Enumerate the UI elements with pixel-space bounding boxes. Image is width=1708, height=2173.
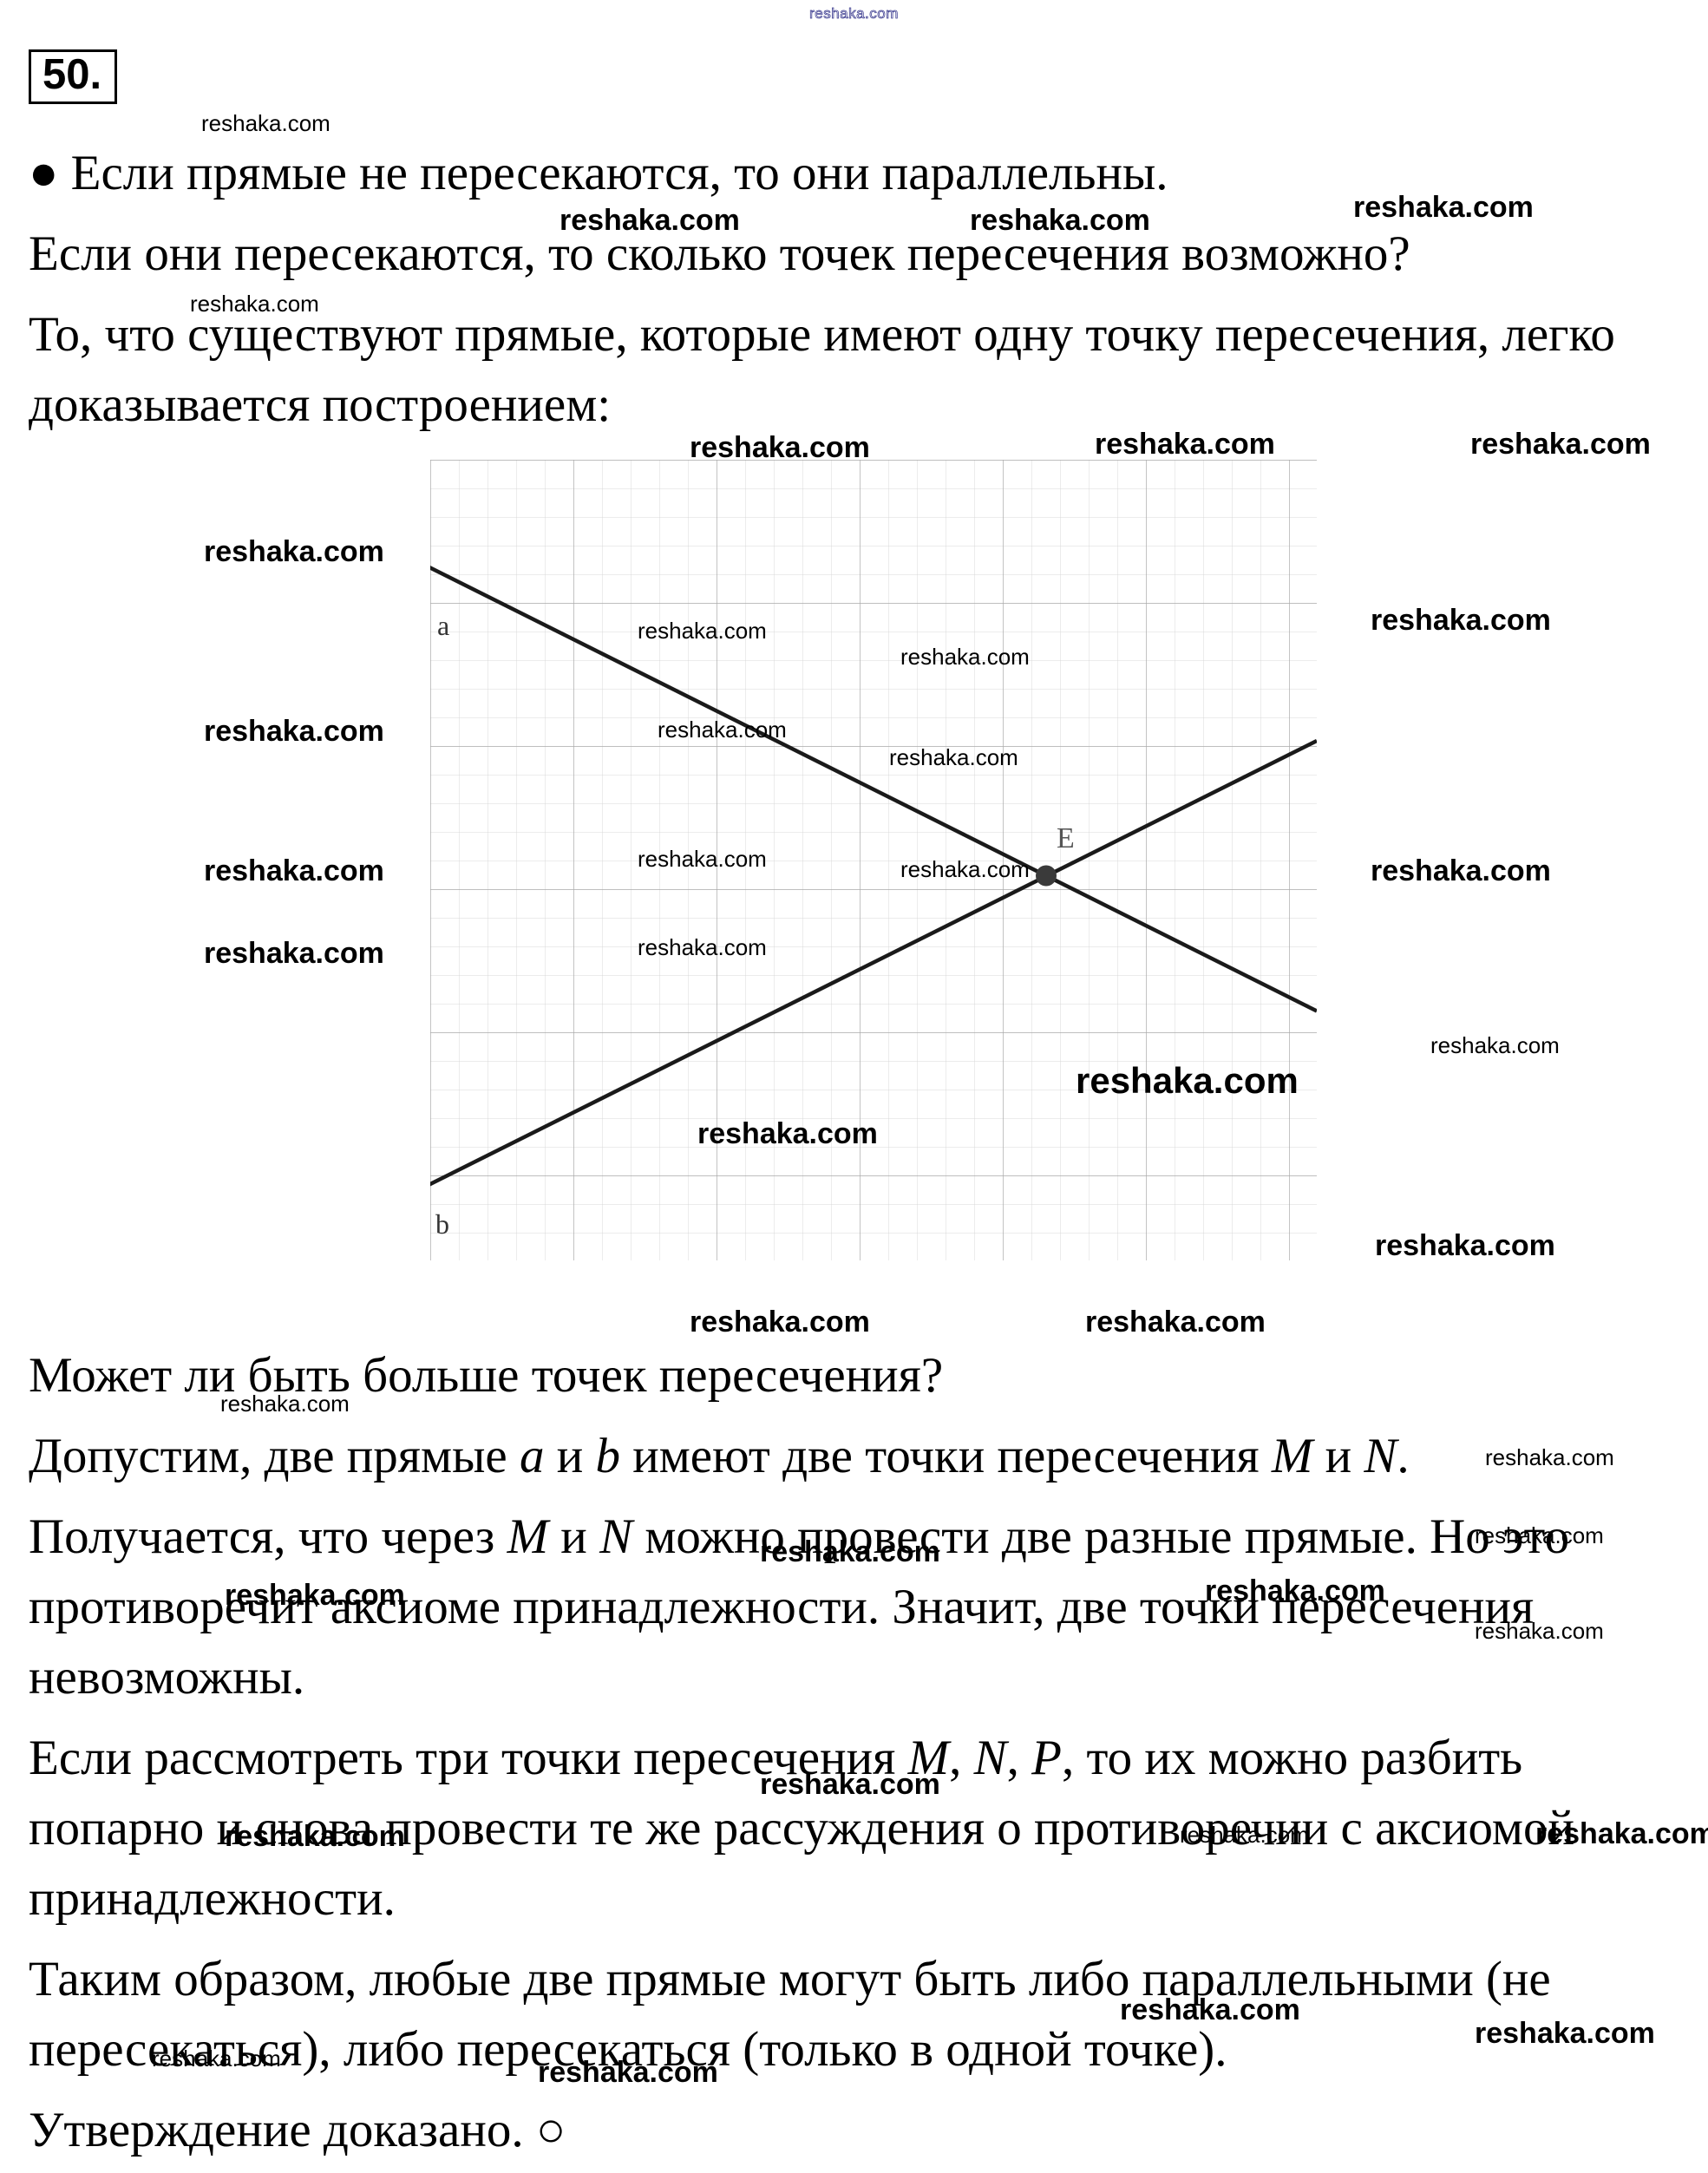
svg-text:a: a [437,610,449,641]
svg-text:b: b [435,1208,449,1240]
svg-text:E: E [1057,822,1075,854]
